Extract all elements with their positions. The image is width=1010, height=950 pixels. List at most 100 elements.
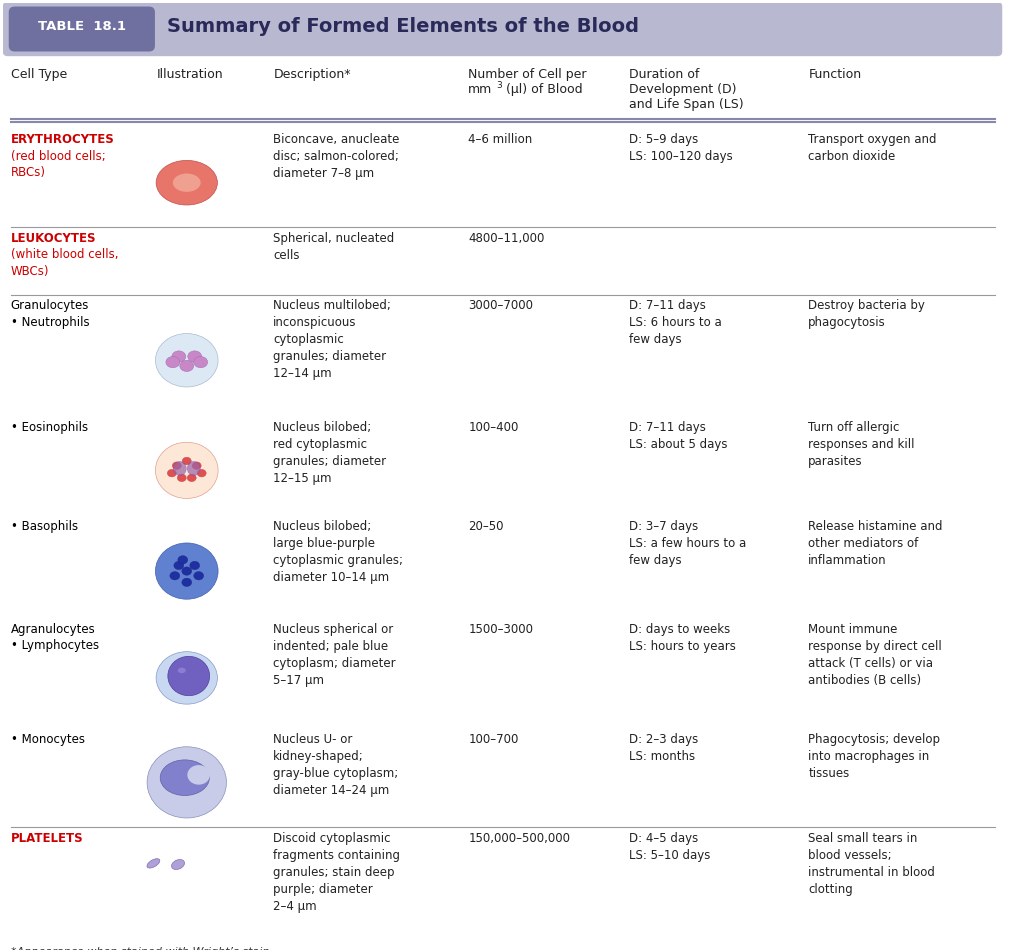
Text: D: 3–7 days
LS: a few hours to a
few days: D: 3–7 days LS: a few hours to a few day… bbox=[629, 520, 746, 566]
Ellipse shape bbox=[182, 567, 192, 576]
Ellipse shape bbox=[201, 905, 213, 914]
Text: Transport oxygen and
carbon dioxide: Transport oxygen and carbon dioxide bbox=[808, 134, 937, 163]
Text: Nucleus multilobed;
inconspicuous
cytoplasmic
granules; diameter
12–14 µm: Nucleus multilobed; inconspicuous cytopl… bbox=[274, 299, 391, 380]
Text: Nucleus U- or
kidney-shaped;
gray-blue cytoplasm;
diameter 14–24 µm: Nucleus U- or kidney-shaped; gray-blue c… bbox=[274, 733, 399, 797]
Text: Discoid cytoplasmic
fragments containing
granules; stain deep
purple; diameter
2: Discoid cytoplasmic fragments containing… bbox=[274, 831, 400, 913]
Text: • Eosinophils: • Eosinophils bbox=[11, 421, 88, 434]
Text: and Life Span (LS): and Life Span (LS) bbox=[629, 99, 744, 111]
Text: (red blood cells;: (red blood cells; bbox=[11, 150, 105, 163]
Ellipse shape bbox=[168, 469, 177, 477]
Text: *Appearance when stained with Wright’s stain.: *Appearance when stained with Wright’s s… bbox=[11, 947, 273, 950]
Text: • Lymphocytes: • Lymphocytes bbox=[11, 639, 99, 652]
Text: Summary of Formed Elements of the Blood: Summary of Formed Elements of the Blood bbox=[167, 17, 639, 36]
Ellipse shape bbox=[203, 899, 213, 907]
Text: 4–6 million: 4–6 million bbox=[469, 134, 532, 146]
Text: 1500–3000: 1500–3000 bbox=[469, 622, 533, 636]
Text: Duration of: Duration of bbox=[629, 68, 700, 82]
Text: Biconcave, anucleate
disc; salmon-colored;
diameter 7–8 µm: Biconcave, anucleate disc; salmon-colore… bbox=[274, 134, 400, 180]
Text: D: 5–9 days
LS: 100–120 days: D: 5–9 days LS: 100–120 days bbox=[629, 134, 733, 163]
Text: Spherical, nucleated
cells: Spherical, nucleated cells bbox=[274, 232, 395, 262]
Text: D: 4–5 days
LS: 5–10 days: D: 4–5 days LS: 5–10 days bbox=[629, 831, 711, 862]
Ellipse shape bbox=[191, 908, 199, 918]
Ellipse shape bbox=[160, 898, 170, 908]
Text: PLATELETS: PLATELETS bbox=[11, 831, 84, 845]
Text: Function: Function bbox=[808, 68, 862, 82]
Text: (white blood cells,: (white blood cells, bbox=[11, 248, 118, 261]
Ellipse shape bbox=[172, 860, 185, 869]
Text: TABLE  18.1: TABLE 18.1 bbox=[37, 20, 126, 32]
Ellipse shape bbox=[174, 561, 184, 570]
Ellipse shape bbox=[187, 474, 196, 482]
Text: 150,000–500,000: 150,000–500,000 bbox=[469, 831, 571, 845]
Text: Description*: Description* bbox=[274, 68, 350, 82]
Text: 100–400: 100–400 bbox=[469, 421, 518, 434]
Text: Mount immune
response by direct cell
attack (T cells) or via
antibodies (B cells: Mount immune response by direct cell att… bbox=[808, 622, 942, 687]
Text: Seal small tears in
blood vessels;
instrumental in blood
clotting: Seal small tears in blood vessels; instr… bbox=[808, 831, 935, 896]
Text: 3: 3 bbox=[496, 81, 502, 89]
Ellipse shape bbox=[182, 457, 191, 465]
Ellipse shape bbox=[173, 174, 201, 192]
Text: D: days to weeks
LS: hours to years: D: days to weeks LS: hours to years bbox=[629, 622, 736, 653]
Ellipse shape bbox=[178, 556, 188, 564]
FancyBboxPatch shape bbox=[3, 2, 1002, 56]
Text: Destroy bacteria by
phagocytosis: Destroy bacteria by phagocytosis bbox=[808, 299, 925, 330]
Ellipse shape bbox=[156, 443, 218, 499]
Ellipse shape bbox=[178, 187, 206, 200]
Ellipse shape bbox=[188, 765, 210, 785]
Ellipse shape bbox=[194, 356, 208, 368]
Text: • Basophils: • Basophils bbox=[11, 520, 78, 533]
Text: D: 7–11 days
LS: about 5 days: D: 7–11 days LS: about 5 days bbox=[629, 421, 728, 451]
Ellipse shape bbox=[197, 469, 206, 477]
Ellipse shape bbox=[187, 462, 200, 476]
Text: Phagocytosis; develop
into macrophages in
tissues: Phagocytosis; develop into macrophages i… bbox=[808, 733, 940, 780]
Ellipse shape bbox=[172, 351, 186, 362]
Ellipse shape bbox=[146, 859, 160, 868]
Text: D: 2–3 days
LS: months: D: 2–3 days LS: months bbox=[629, 733, 699, 763]
Text: D: 7–11 days
LS: 6 hours to a
few days: D: 7–11 days LS: 6 hours to a few days bbox=[629, 299, 722, 347]
Ellipse shape bbox=[168, 656, 210, 695]
Ellipse shape bbox=[157, 652, 217, 704]
Ellipse shape bbox=[180, 360, 194, 371]
Ellipse shape bbox=[147, 747, 226, 818]
Text: Development (D): Development (D) bbox=[629, 84, 737, 96]
Ellipse shape bbox=[157, 912, 169, 924]
Text: 4800–11,000: 4800–11,000 bbox=[469, 232, 544, 245]
Ellipse shape bbox=[170, 572, 180, 580]
Ellipse shape bbox=[190, 561, 200, 570]
Text: RBCs): RBCs) bbox=[11, 166, 45, 180]
Ellipse shape bbox=[178, 474, 186, 482]
Text: 20–50: 20–50 bbox=[469, 520, 504, 533]
Text: Nucleus bilobed;
red cytoplasmic
granules; diameter
12–15 µm: Nucleus bilobed; red cytoplasmic granule… bbox=[274, 421, 387, 485]
Ellipse shape bbox=[178, 668, 186, 674]
Ellipse shape bbox=[156, 333, 218, 387]
Text: Nucleus bilobed;
large blue-purple
cytoplasmic granules;
diameter 10–14 µm: Nucleus bilobed; large blue-purple cytop… bbox=[274, 520, 403, 583]
Text: Agranulocytes: Agranulocytes bbox=[11, 622, 96, 636]
Text: Illustration: Illustration bbox=[157, 68, 223, 82]
Text: Number of Cell per: Number of Cell per bbox=[469, 68, 587, 82]
Ellipse shape bbox=[173, 462, 181, 469]
Ellipse shape bbox=[190, 906, 199, 917]
Text: LEUKOCYTES: LEUKOCYTES bbox=[11, 232, 96, 245]
Text: Granulocytes: Granulocytes bbox=[11, 299, 89, 313]
Ellipse shape bbox=[166, 356, 180, 368]
Text: (µl) of Blood: (µl) of Blood bbox=[502, 84, 583, 96]
Ellipse shape bbox=[161, 760, 209, 795]
Text: mm: mm bbox=[469, 84, 493, 96]
Ellipse shape bbox=[157, 161, 217, 205]
Ellipse shape bbox=[156, 543, 218, 599]
Text: • Neutrophils: • Neutrophils bbox=[11, 315, 89, 329]
Text: Turn off allergic
responses and kill
parasites: Turn off allergic responses and kill par… bbox=[808, 421, 915, 468]
Text: • Monocytes: • Monocytes bbox=[11, 733, 85, 746]
Ellipse shape bbox=[188, 351, 202, 362]
Text: Cell Type: Cell Type bbox=[11, 68, 67, 82]
Text: 3000–7000: 3000–7000 bbox=[469, 299, 533, 313]
Ellipse shape bbox=[174, 462, 186, 476]
Ellipse shape bbox=[194, 572, 204, 580]
Text: Nucleus spherical or
indented; pale blue
cytoplasm; diameter
5–17 µm: Nucleus spherical or indented; pale blue… bbox=[274, 622, 396, 687]
Text: WBCs): WBCs) bbox=[11, 265, 49, 277]
Text: 100–700: 100–700 bbox=[469, 733, 518, 746]
FancyBboxPatch shape bbox=[9, 7, 155, 51]
Text: Release histamine and
other mediators of
inflammation: Release histamine and other mediators of… bbox=[808, 520, 942, 566]
Ellipse shape bbox=[182, 579, 192, 586]
Text: ERYTHROCYTES: ERYTHROCYTES bbox=[11, 134, 114, 146]
